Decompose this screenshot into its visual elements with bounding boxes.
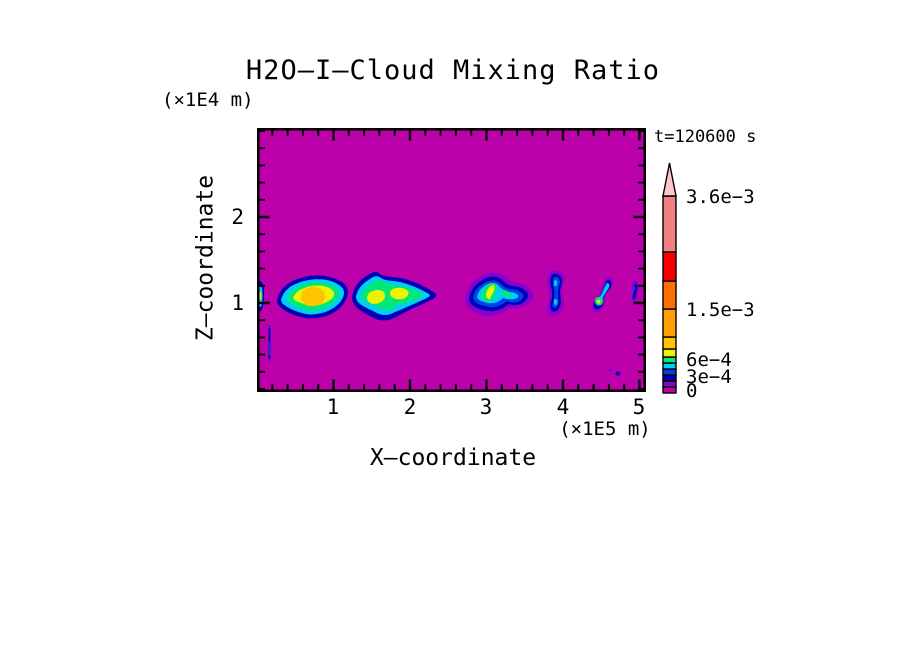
axis-ticks <box>259 130 644 390</box>
colorbar-segment <box>662 348 677 358</box>
time-annotation: t=120600 s <box>654 127 757 147</box>
colorbar-segment <box>662 251 677 282</box>
colorbar-label-0: 0 <box>686 380 698 402</box>
cloud-blob <box>352 271 437 321</box>
cloud-blob <box>608 367 621 376</box>
colorbar-segment <box>662 380 677 388</box>
y-tick-label-2: 2 <box>231 205 244 229</box>
x-tick-label-4: 4 <box>556 395 570 419</box>
colorbar-segment <box>662 280 677 310</box>
y-tick-label-1: 1 <box>231 291 244 315</box>
x-axis-title: X—coordinate <box>369 445 537 471</box>
colorbar-segment <box>662 356 677 364</box>
colorbar-segment <box>662 336 677 350</box>
cloud-blob <box>268 325 271 362</box>
colorbar-segment <box>662 308 677 338</box>
y-axis-title: Z—coordinate <box>192 174 219 342</box>
cloud-blob <box>547 270 565 317</box>
colorbar <box>662 162 677 394</box>
colorbar-label-1.5e-3: 1.5e−3 <box>686 299 755 321</box>
colorbar-segment <box>662 195 677 253</box>
colorbar-label-3.6e-3: 3.6e−3 <box>686 186 755 208</box>
x-tick-label-2: 2 <box>403 395 417 419</box>
contour-plot <box>257 128 646 392</box>
y-axis-unit-label: (×1E4 m) <box>162 89 254 111</box>
colorbar-label-3e-4: 3e−4 <box>686 366 732 388</box>
x-tick-label-3: 3 <box>479 395 493 419</box>
cloud-blob <box>277 275 349 319</box>
colorbar-segment <box>662 374 677 382</box>
plot-border <box>257 128 646 392</box>
cloud-blob <box>591 276 614 313</box>
x-tick-label-5: 5 <box>632 395 646 419</box>
colorbar-segment <box>662 368 677 376</box>
x-tick-label-1: 1 <box>326 395 340 419</box>
cloud-blobs <box>257 270 639 376</box>
colorbar-segment <box>662 362 677 370</box>
chart-title: H2O—I—Cloud Mixing Ratio <box>245 55 661 86</box>
x-axis-unit-label: (×1E5 m) <box>559 418 651 440</box>
colorbar-label-6e-4: 6e−4 <box>686 349 732 371</box>
colorbar-arrow <box>662 162 677 197</box>
colorbar-segment <box>662 386 677 394</box>
cloud-blob <box>631 280 639 303</box>
cloud-blob <box>465 272 533 317</box>
plot-background <box>257 128 646 392</box>
